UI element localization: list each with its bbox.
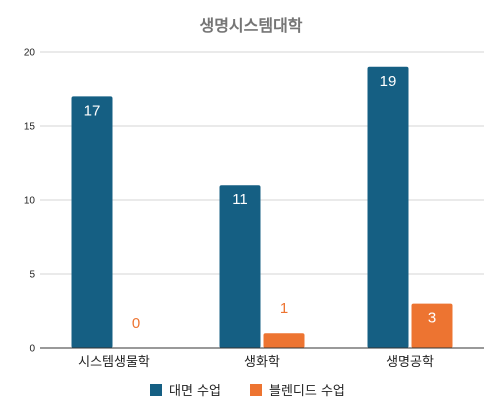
legend-label: 대면 수업 (169, 384, 221, 399)
data-label: 3 (428, 310, 436, 327)
data-label: 11 (232, 191, 248, 208)
y-tick-label: 20 (24, 48, 36, 59)
y-tick-label: 5 (29, 270, 35, 281)
legend-item: 대면 수업 (150, 384, 221, 399)
legend-swatch (150, 384, 162, 396)
x-tick-label: 생명공학 (386, 355, 434, 370)
legend-label: 블렌디드 수업 (269, 384, 345, 399)
legend-item: 블렌디드 수업 (250, 384, 345, 399)
x-tick-label: 생화학 (244, 355, 280, 370)
gridlines (40, 51, 484, 275)
legend: 대면 수업 블렌디드 수업 (150, 384, 345, 399)
y-tick-label: 15 (24, 122, 36, 133)
y-axis-ticks: 0 5 10 15 20 (24, 48, 36, 355)
data-label: 0 (132, 315, 140, 332)
bar-in-person (71, 96, 113, 349)
y-tick-label: 0 (29, 344, 35, 355)
data-label: 1 (280, 300, 288, 317)
y-tick-label: 10 (24, 196, 36, 207)
bars (71, 66, 453, 349)
bar-blended (263, 333, 305, 348)
x-tick-label: 시스템생물학 (78, 355, 150, 370)
data-label: 17 (84, 102, 101, 119)
chart-title: 생명시스템대학 (199, 16, 302, 35)
bar-blended (411, 303, 453, 348)
x-axis-ticks: 시스템생물학 생화학 생명공학 (78, 355, 434, 370)
data-label: 19 (380, 73, 397, 90)
bar-in-person (219, 185, 261, 348)
bar-in-person (367, 66, 409, 349)
legend-swatch (250, 384, 262, 396)
